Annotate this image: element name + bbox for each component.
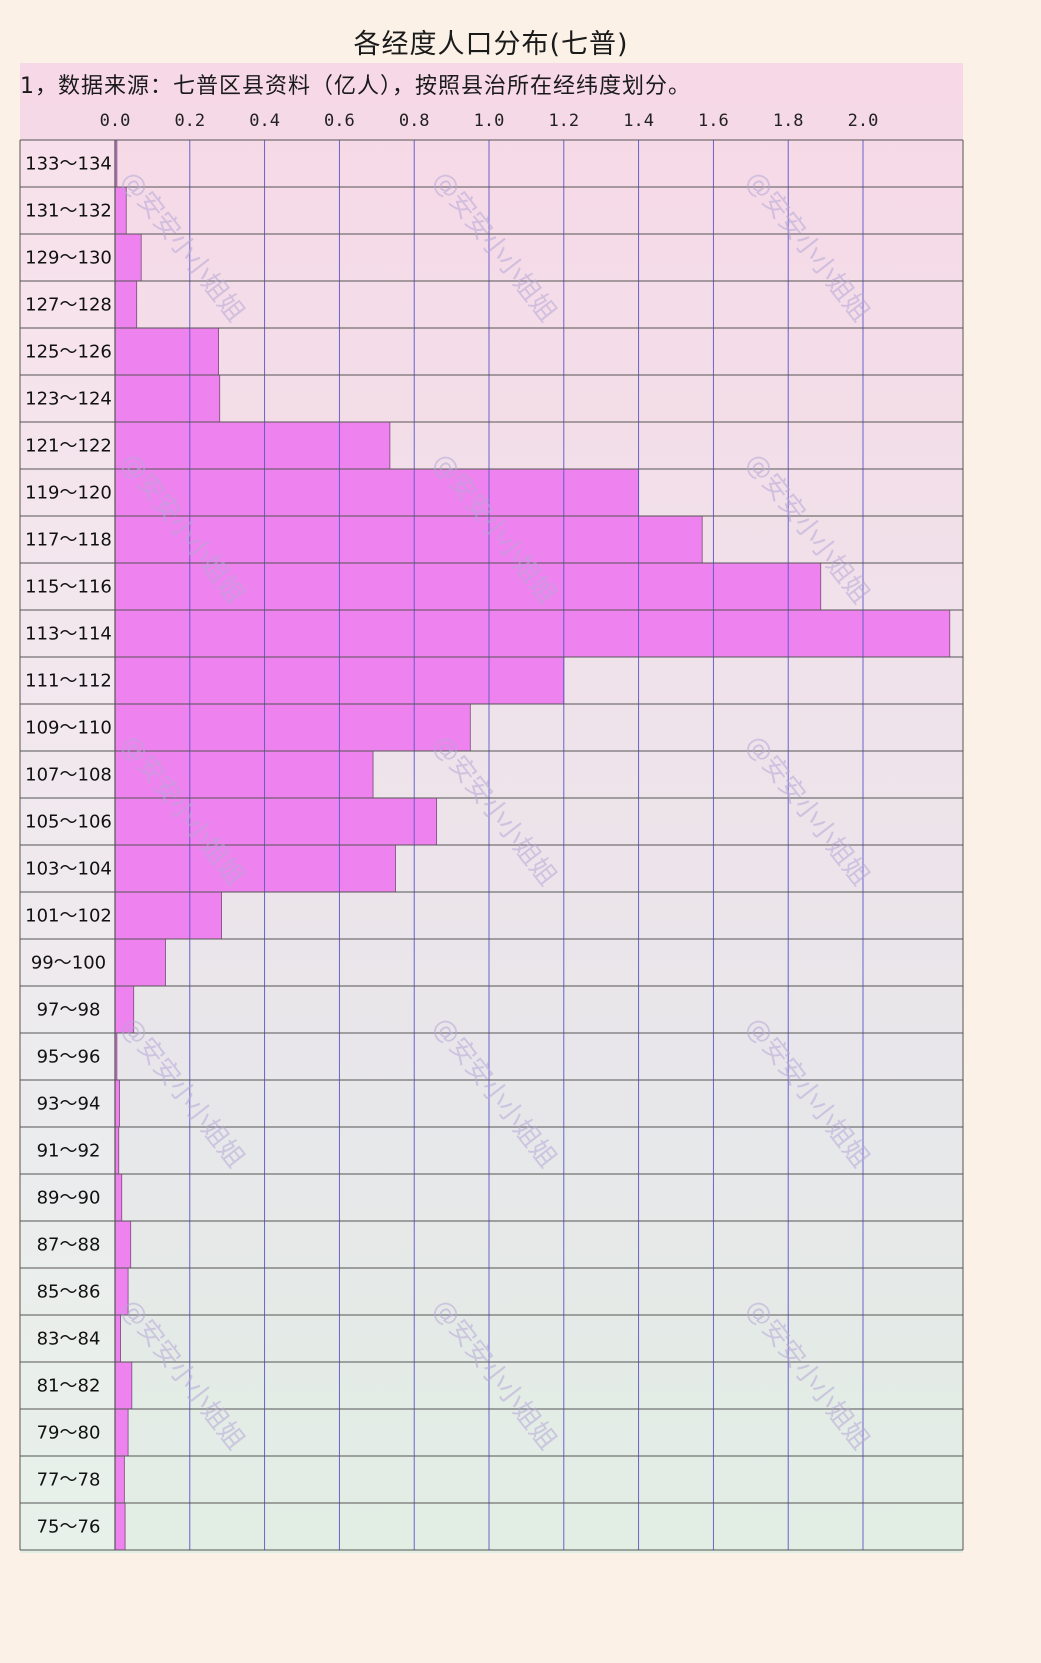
x-tick-label: 1.2: [548, 111, 579, 131]
category-label: 111～112: [25, 671, 112, 692]
watermark: @安安小小姐姐: [739, 730, 875, 892]
category-label: 103～104: [25, 859, 112, 880]
bar-23: [114, 1220, 132, 1269]
x-tick-label: 0.8: [399, 111, 430, 131]
bar-15: [114, 844, 396, 893]
bar-12: [114, 703, 471, 752]
category-label: 105～106: [25, 812, 112, 833]
category-label: 117～118: [25, 530, 112, 551]
watermark: @安安小小姐姐: [739, 1294, 875, 1456]
category-label: 99～100: [31, 953, 106, 974]
bar-8: [114, 515, 703, 564]
category-label: 91～92: [37, 1141, 101, 1162]
x-tick-label: 0.2: [174, 111, 205, 131]
bar-25: [114, 1314, 122, 1363]
category-label: 119～120: [25, 483, 112, 504]
category-label: 95～96: [37, 1047, 101, 1068]
bar-17: [114, 938, 166, 987]
bar-10: [114, 609, 951, 658]
bar-26: [114, 1361, 133, 1410]
watermark: @安安小小姐姐: [426, 166, 562, 328]
category-label: 129～130: [25, 248, 112, 269]
category-label: 115～116: [25, 577, 112, 598]
x-tick-label: 0.4: [249, 111, 280, 131]
watermark: @安安小小姐姐: [739, 166, 875, 328]
watermark: @安安小小姐姐: [426, 730, 562, 892]
bar-16: [114, 891, 222, 940]
watermark: @安安小小姐姐: [739, 1012, 875, 1174]
x-tick-label: 1.4: [623, 111, 654, 131]
category-label: 101～102: [25, 906, 112, 927]
bar-22: [114, 1173, 123, 1222]
category-label: 83～84: [37, 1329, 101, 1350]
category-label: 79～80: [37, 1423, 101, 1444]
bar-5: [114, 374, 221, 423]
category-label: 131～132: [25, 201, 112, 222]
bar-2: [114, 233, 142, 282]
x-tick-label: 1.0: [474, 111, 505, 131]
chart-subtitle: 1，数据来源：七普区县资料（亿人），按照县治所在经纬度划分。: [20, 74, 691, 99]
x-tick-label: 0.0: [100, 111, 131, 131]
category-label: 113～114: [25, 624, 112, 645]
category-label: 75～76: [37, 1517, 101, 1538]
bar-29: [114, 1502, 126, 1551]
category-label: 109～110: [25, 718, 112, 739]
bar-4: [114, 327, 219, 376]
x-tick-label: 2.0: [848, 111, 879, 131]
bar-13: [114, 750, 374, 799]
category-label: 93～94: [37, 1094, 101, 1115]
bar-7: [114, 468, 639, 517]
watermark: @安安小小姐姐: [426, 1012, 562, 1174]
category-label: 85～86: [37, 1282, 101, 1303]
category-label: 125～126: [25, 342, 112, 363]
category-label: 77～78: [37, 1470, 101, 1491]
bar-27: [114, 1408, 129, 1457]
category-label: 87～88: [37, 1235, 101, 1256]
watermark: @安安小小姐姐: [426, 1294, 562, 1456]
category-label: 97～98: [37, 1000, 101, 1021]
category-label: 127～128: [25, 295, 112, 316]
x-tick-label: 1.6: [698, 111, 729, 131]
bar-20: [114, 1079, 120, 1128]
chart-title: 各经度人口分布(七普): [353, 29, 629, 60]
bar-3: [114, 280, 138, 329]
category-label: 133～134: [25, 154, 112, 175]
category-label: 89～90: [37, 1188, 101, 1209]
category-label: 121～122: [25, 436, 112, 457]
watermark: @安安小小姐姐: [114, 1294, 250, 1456]
population-bar-chart: 0.0 0.2 0.4 0.6 0.8 1.0 1.2 1.4 1.6 1.8 2.0 133～134…: [19, 111, 964, 1551]
x-tick-label: 1.8: [773, 111, 804, 131]
bar-28: [114, 1455, 125, 1504]
watermark: @安安小小姐姐: [114, 1012, 250, 1174]
x-tick-label: 0.6: [324, 111, 355, 131]
category-label: 81～82: [37, 1376, 101, 1397]
category-label: 107～108: [25, 765, 112, 786]
bar-6: [114, 421, 391, 470]
category-label: 123～124: [25, 389, 112, 410]
